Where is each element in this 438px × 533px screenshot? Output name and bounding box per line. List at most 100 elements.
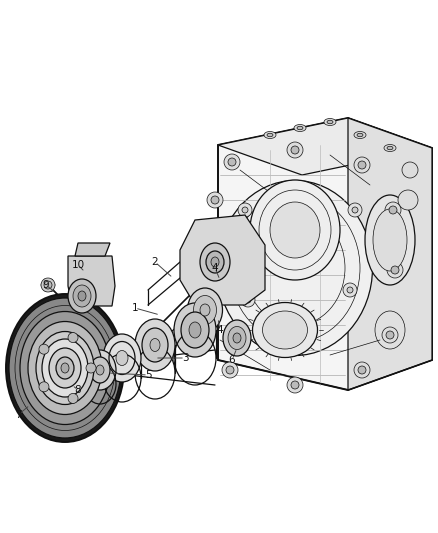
Circle shape [347,287,353,293]
Text: 8: 8 [75,385,81,395]
Circle shape [287,377,303,393]
Circle shape [385,202,401,218]
Polygon shape [218,118,432,390]
Ellipse shape [233,333,241,343]
Ellipse shape [42,339,88,397]
Circle shape [44,281,52,289]
Ellipse shape [267,133,273,137]
Ellipse shape [357,133,363,137]
Ellipse shape [135,319,175,371]
Circle shape [39,382,49,392]
Ellipse shape [10,299,120,437]
Polygon shape [75,243,110,256]
Text: 7: 7 [15,410,21,420]
Circle shape [228,158,236,166]
Ellipse shape [142,328,168,362]
Circle shape [39,344,49,354]
Circle shape [343,283,357,297]
Text: 6: 6 [229,355,235,365]
Circle shape [245,297,251,303]
Ellipse shape [375,311,405,349]
Text: 4: 4 [217,325,223,335]
Ellipse shape [264,132,276,139]
Circle shape [398,190,418,210]
Circle shape [348,203,362,217]
Circle shape [291,381,299,389]
Ellipse shape [49,348,81,388]
Ellipse shape [206,251,224,273]
Circle shape [203,251,211,259]
Ellipse shape [365,195,415,285]
Circle shape [389,206,397,214]
Ellipse shape [68,279,96,313]
Ellipse shape [354,132,366,139]
Ellipse shape [187,288,223,332]
Ellipse shape [387,146,393,150]
Ellipse shape [6,294,124,442]
Ellipse shape [36,332,94,405]
Ellipse shape [78,291,86,301]
Circle shape [224,154,240,170]
Circle shape [226,366,234,374]
Circle shape [354,362,370,378]
Ellipse shape [228,327,246,350]
Ellipse shape [174,303,216,357]
Circle shape [358,366,366,374]
Ellipse shape [211,257,219,267]
Ellipse shape [9,298,121,438]
Ellipse shape [116,351,128,366]
Ellipse shape [200,243,230,281]
Ellipse shape [61,363,69,373]
Ellipse shape [28,321,102,415]
Text: 9: 9 [42,280,49,290]
Polygon shape [348,118,432,390]
Ellipse shape [297,126,303,130]
Circle shape [68,393,78,403]
Polygon shape [218,118,432,175]
Ellipse shape [250,180,340,280]
Circle shape [391,266,399,274]
Text: 1: 1 [132,303,138,313]
Circle shape [358,161,366,169]
Circle shape [222,362,238,378]
Ellipse shape [200,304,210,316]
Text: 5: 5 [145,370,151,380]
Ellipse shape [327,120,333,124]
Circle shape [352,207,358,213]
Circle shape [68,333,78,343]
Circle shape [207,192,223,208]
Circle shape [204,316,212,324]
Ellipse shape [324,118,336,125]
Circle shape [211,196,219,204]
Circle shape [402,162,418,178]
Circle shape [238,203,252,217]
Ellipse shape [384,144,396,151]
Circle shape [41,278,55,292]
Circle shape [287,142,303,158]
Ellipse shape [270,202,320,258]
Text: 10: 10 [71,260,85,270]
Text: 3: 3 [182,353,188,363]
Circle shape [354,157,370,173]
Circle shape [242,207,248,213]
Ellipse shape [73,285,91,307]
Ellipse shape [90,357,110,383]
Ellipse shape [373,209,407,271]
Circle shape [382,327,398,343]
Polygon shape [68,256,115,306]
Circle shape [241,293,255,307]
Ellipse shape [294,125,306,132]
Polygon shape [180,215,265,305]
Circle shape [387,262,403,278]
Circle shape [86,363,96,373]
Ellipse shape [150,338,160,351]
Ellipse shape [262,311,307,349]
Ellipse shape [189,322,201,338]
Circle shape [200,312,216,328]
Ellipse shape [103,334,141,382]
Ellipse shape [181,312,209,348]
Ellipse shape [218,181,372,356]
Text: 4: 4 [212,263,218,273]
Text: 2: 2 [152,257,158,267]
Ellipse shape [20,311,110,424]
